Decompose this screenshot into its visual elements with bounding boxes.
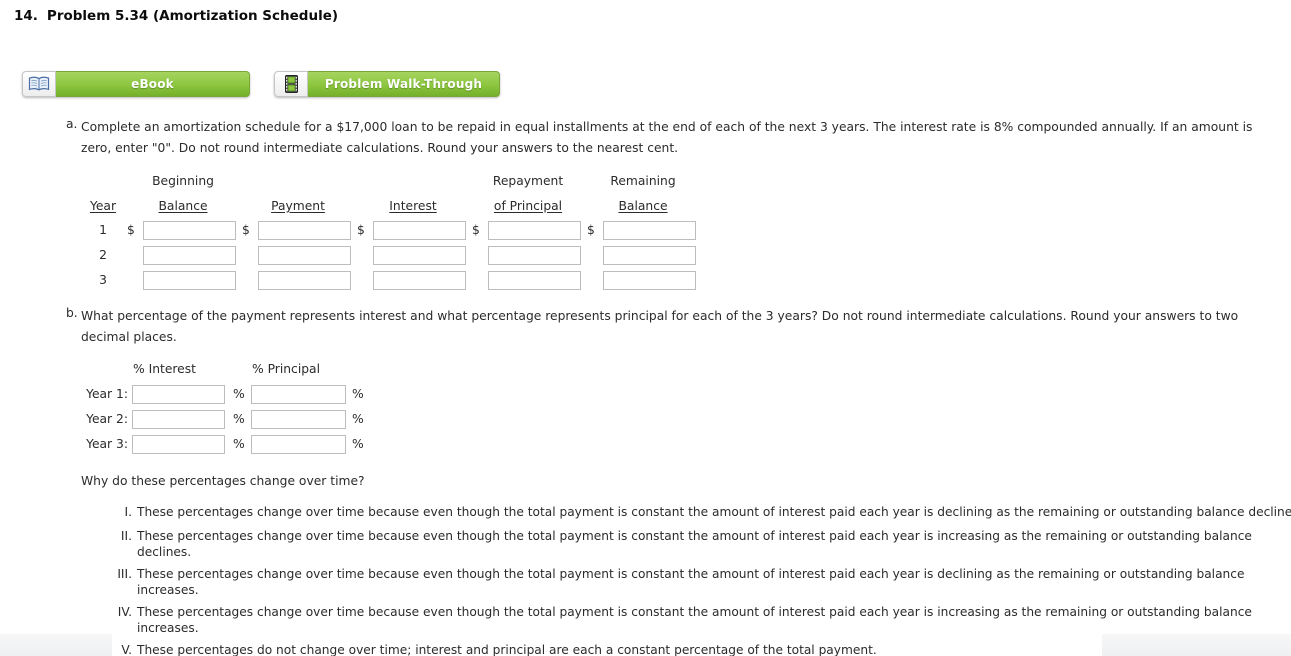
answer-option-1: I. These percentages change over time be… xyxy=(85,504,1291,520)
input-year3-repayment-of-principal[interactable] xyxy=(488,271,581,290)
percent-sign: % xyxy=(352,437,364,451)
ebook-button[interactable]: eBook xyxy=(22,71,250,97)
input-year1-repayment-of-principal[interactable] xyxy=(488,221,581,240)
problem-number: 14. xyxy=(14,8,38,24)
col-header-balance: Balance xyxy=(158,199,208,213)
input-year2-remaining-balance[interactable] xyxy=(603,246,696,265)
year-row-label: 2 xyxy=(99,248,107,262)
percent-sign: % xyxy=(233,437,245,451)
input-year1-remaining-balance[interactable] xyxy=(603,221,696,240)
content-bottom-mask xyxy=(112,634,1102,656)
year1-row-label: Year 1: xyxy=(86,387,128,401)
year-row-label: 3 xyxy=(99,273,107,287)
part-b-instructions: What percentage of the payment represent… xyxy=(81,309,1239,344)
input-year3-payment[interactable] xyxy=(258,271,351,290)
option-text: These percentages change over time becau… xyxy=(137,604,1252,636)
input-year1-pct-interest[interactable] xyxy=(132,385,225,404)
input-year2-pct-interest[interactable] xyxy=(132,410,225,429)
col-header-year: Year xyxy=(89,199,117,213)
option-text-line: These percentages change over time becau… xyxy=(137,605,1252,619)
input-year2-interest[interactable] xyxy=(373,246,466,265)
year2-row-label: Year 2: xyxy=(86,412,128,426)
problem-walkthrough-button-label: Problem Walk-Through xyxy=(308,71,500,97)
option-text-line: These percentages change over time becau… xyxy=(137,505,1291,519)
col-header-interest: Interest xyxy=(389,199,437,213)
option-text: These percentages do not change over tim… xyxy=(137,642,877,656)
col-header-repayment: Repayment xyxy=(492,174,564,188)
percent-sign: % xyxy=(352,387,364,401)
option-text-line: These percentages do not change over tim… xyxy=(137,643,877,656)
percent-sign: % xyxy=(233,412,245,426)
percent-sign: % xyxy=(352,412,364,426)
answer-option-3: III. These percentages change over time … xyxy=(85,566,1244,598)
answer-option-4: IV. These percentages change over time b… xyxy=(85,604,1252,636)
part-b-label: b. xyxy=(66,306,78,320)
open-book-icon xyxy=(22,71,56,97)
col-header-remaining-balance: Balance xyxy=(618,199,668,213)
input-year3-pct-principal[interactable] xyxy=(251,435,346,454)
col-header-remaining: Remaining xyxy=(610,174,676,188)
film-strip-icon xyxy=(274,71,308,97)
col-header-payment: Payment xyxy=(271,199,325,213)
problem-title: 14. Problem 5.34 (Amortization Schedule) xyxy=(14,8,338,24)
option-text: These percentages change over time becau… xyxy=(137,504,1291,520)
why-change-question: Why do these percentages change over tim… xyxy=(81,474,365,488)
input-year1-interest[interactable] xyxy=(373,221,466,240)
option-numeral: IV. xyxy=(117,605,132,619)
option-text-line: declines. xyxy=(137,545,192,559)
input-year3-remaining-balance[interactable] xyxy=(603,271,696,290)
pct-interest-header: % Interest xyxy=(133,362,196,376)
input-year3-pct-interest[interactable] xyxy=(132,435,225,454)
answer-option-2: II. These percentages change over time b… xyxy=(85,528,1252,560)
dollar-sign: $ xyxy=(242,223,250,237)
dollar-sign: $ xyxy=(472,223,480,237)
input-year1-payment[interactable] xyxy=(258,221,351,240)
input-year1-pct-principal[interactable] xyxy=(251,385,346,404)
option-numeral: III. xyxy=(117,567,132,581)
input-year1-beginning-balance[interactable] xyxy=(143,221,236,240)
input-year2-repayment-of-principal[interactable] xyxy=(488,246,581,265)
option-numeral: V. xyxy=(121,643,132,656)
option-text-line: These percentages change over time becau… xyxy=(137,529,1252,543)
part-a-label: a. xyxy=(66,117,78,131)
input-year2-payment[interactable] xyxy=(258,246,351,265)
option-text-line: increases. xyxy=(137,621,199,635)
col-header-beginning: Beginning xyxy=(152,174,214,188)
pct-principal-header: % Principal xyxy=(252,362,320,376)
dollar-sign: $ xyxy=(357,223,365,237)
input-year3-beginning-balance[interactable] xyxy=(143,271,236,290)
input-year3-interest[interactable] xyxy=(373,271,466,290)
option-text-line: These percentages change over time becau… xyxy=(137,567,1245,581)
input-year2-beginning-balance[interactable] xyxy=(143,246,236,265)
percent-sign: % xyxy=(233,387,245,401)
ebook-button-label: eBook xyxy=(56,71,250,97)
year-row-label: 1 xyxy=(99,223,107,237)
dollar-sign: $ xyxy=(127,223,135,237)
part-a-instructions: Complete an amortization schedule for a … xyxy=(81,120,1253,155)
problem-title-text: Problem 5.34 (Amortization Schedule) xyxy=(46,8,339,24)
option-text: These percentages change over time becau… xyxy=(137,528,1252,560)
col-header-of-principal: of Principal xyxy=(493,199,563,213)
option-numeral: I. xyxy=(124,505,132,519)
answer-option-5: V. These percentages do not change over … xyxy=(85,642,877,656)
option-text: These percentages change over time becau… xyxy=(137,566,1244,598)
option-text-line: increases. xyxy=(137,583,199,597)
dollar-sign: $ xyxy=(587,223,595,237)
year3-row-label: Year 3: xyxy=(86,437,128,451)
problem-walkthrough-button[interactable]: Problem Walk-Through xyxy=(274,71,500,97)
option-numeral: II. xyxy=(120,529,132,543)
input-year2-pct-principal[interactable] xyxy=(251,410,346,429)
